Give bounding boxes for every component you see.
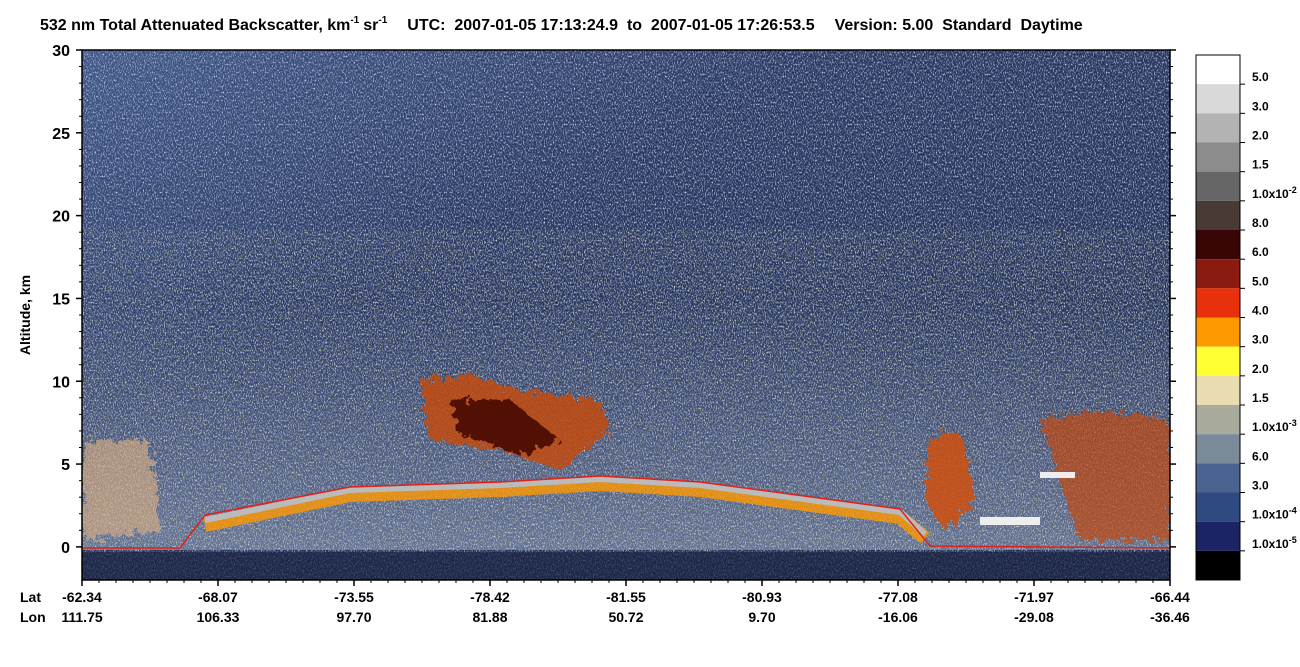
colorbar-label-base: 1.0x10 bbox=[1252, 420, 1289, 434]
y-tick-label: 5 bbox=[61, 457, 70, 474]
colorbar-swatch bbox=[1196, 230, 1240, 260]
y-tick-label: 30 bbox=[52, 43, 70, 60]
colorbar-swatch bbox=[1196, 346, 1240, 376]
lon-label: -36.46 bbox=[1150, 609, 1190, 625]
colorbar-label: 1.0x10-2 bbox=[1252, 185, 1297, 201]
colorbar-label: 5.0 bbox=[1252, 274, 1269, 288]
colorbar-label: 1.0x10-3 bbox=[1252, 418, 1297, 434]
lat-label: -66.44 bbox=[1150, 589, 1190, 605]
colorbar-swatch bbox=[1196, 492, 1240, 522]
colorbar-label-base: 1.0x10 bbox=[1252, 508, 1289, 522]
colorbar-swatch bbox=[1196, 463, 1240, 493]
y-tick-label: 15 bbox=[52, 291, 70, 308]
lon-label: 111.75 bbox=[61, 609, 102, 625]
colorbar-label: 1.0x10-5 bbox=[1252, 535, 1297, 551]
lon-label: 81.88 bbox=[472, 609, 507, 625]
colorbar-swatch bbox=[1196, 84, 1240, 114]
colorbar-swatch bbox=[1196, 288, 1240, 318]
y-tick-label: 10 bbox=[52, 374, 70, 391]
x-row-label: Lon bbox=[20, 609, 46, 625]
colorbar-label: 6.0 bbox=[1252, 449, 1269, 463]
colorbar-swatch bbox=[1196, 550, 1240, 580]
colorbar-label: 8.0 bbox=[1252, 216, 1269, 230]
colorbar-swatch bbox=[1196, 142, 1240, 172]
colorbar-label-exp: -2 bbox=[1289, 185, 1297, 195]
lon-label: 50.72 bbox=[608, 609, 643, 625]
backscatter-image bbox=[82, 50, 1170, 580]
colorbar-swatch bbox=[1196, 171, 1240, 201]
colorbar-swatch bbox=[1196, 259, 1240, 289]
lon-label: 106.33 bbox=[197, 609, 240, 625]
lat-label: -68.07 bbox=[198, 589, 238, 605]
chart-title: 532 nm Total Attenuated Backscatter, km-… bbox=[40, 15, 1083, 34]
colorbar-swatch bbox=[1196, 317, 1240, 347]
colorbar-swatch bbox=[1196, 200, 1240, 230]
colorbar-label: 1.5 bbox=[1252, 158, 1269, 172]
colorbar-swatch bbox=[1196, 405, 1240, 435]
colorbar-label-exp: -4 bbox=[1289, 506, 1297, 516]
colorbar-label-base: 1.0x10 bbox=[1252, 187, 1289, 201]
title-text: 532 nm Total Attenuated Backscatter, km bbox=[40, 17, 350, 34]
utc-range: UTC: 2007-01-05 17:13:24.9 to 2007-01-05… bbox=[407, 17, 814, 34]
colorbar-label: 3.0 bbox=[1252, 333, 1269, 347]
colorbar-swatch bbox=[1196, 521, 1240, 551]
colorbar-label: 3.0 bbox=[1252, 99, 1269, 113]
y-axis-label: Altitude, km bbox=[17, 275, 33, 355]
title-text: sr bbox=[363, 17, 378, 34]
colorbar-swatch bbox=[1196, 434, 1240, 464]
colorbar-label: 6.0 bbox=[1252, 245, 1269, 259]
colorbar-label: 4.0 bbox=[1252, 304, 1269, 318]
lat-label: -71.97 bbox=[1014, 589, 1054, 605]
lat-label: -77.08 bbox=[878, 589, 918, 605]
title-sup: -1 bbox=[350, 15, 359, 26]
colorbar-swatch bbox=[1196, 113, 1240, 143]
version: Version: 5.00 Standard Daytime bbox=[835, 17, 1083, 34]
lat-label: -80.93 bbox=[742, 589, 782, 605]
y-tick-label: 25 bbox=[52, 126, 70, 143]
lat-label: -73.55 bbox=[334, 589, 374, 605]
colorbar-label-exp: -3 bbox=[1289, 418, 1297, 428]
colorbar-label: 3.0 bbox=[1252, 479, 1269, 493]
colorbar-label-exp: -5 bbox=[1289, 535, 1297, 545]
colorbar-label: 2.0 bbox=[1252, 362, 1269, 376]
lat-label: -78.42 bbox=[470, 589, 510, 605]
lat-label: -62.34 bbox=[62, 589, 102, 605]
colorbar-swatch bbox=[1196, 375, 1240, 405]
colorbar-label: 5.0 bbox=[1252, 70, 1269, 84]
lon-label: -16.06 bbox=[878, 609, 918, 625]
colorbar-swatch bbox=[1196, 55, 1240, 85]
colorbar-label: 1.0x10-4 bbox=[1252, 506, 1297, 522]
colorbar-label-base: 1.0x10 bbox=[1252, 537, 1289, 551]
y-tick-label: 0 bbox=[61, 540, 70, 557]
lon-label: 9.70 bbox=[748, 609, 775, 625]
lat-label: -81.55 bbox=[606, 589, 646, 605]
colorbar-label: 1.5 bbox=[1252, 391, 1269, 405]
colorbar-label: 2.0 bbox=[1252, 129, 1269, 143]
title-sup: -1 bbox=[378, 15, 387, 26]
y-tick-label: 20 bbox=[52, 209, 70, 226]
x-row-label: Lat bbox=[20, 589, 41, 605]
lon-label: 97.70 bbox=[336, 609, 371, 625]
lon-label: -29.08 bbox=[1014, 609, 1054, 625]
